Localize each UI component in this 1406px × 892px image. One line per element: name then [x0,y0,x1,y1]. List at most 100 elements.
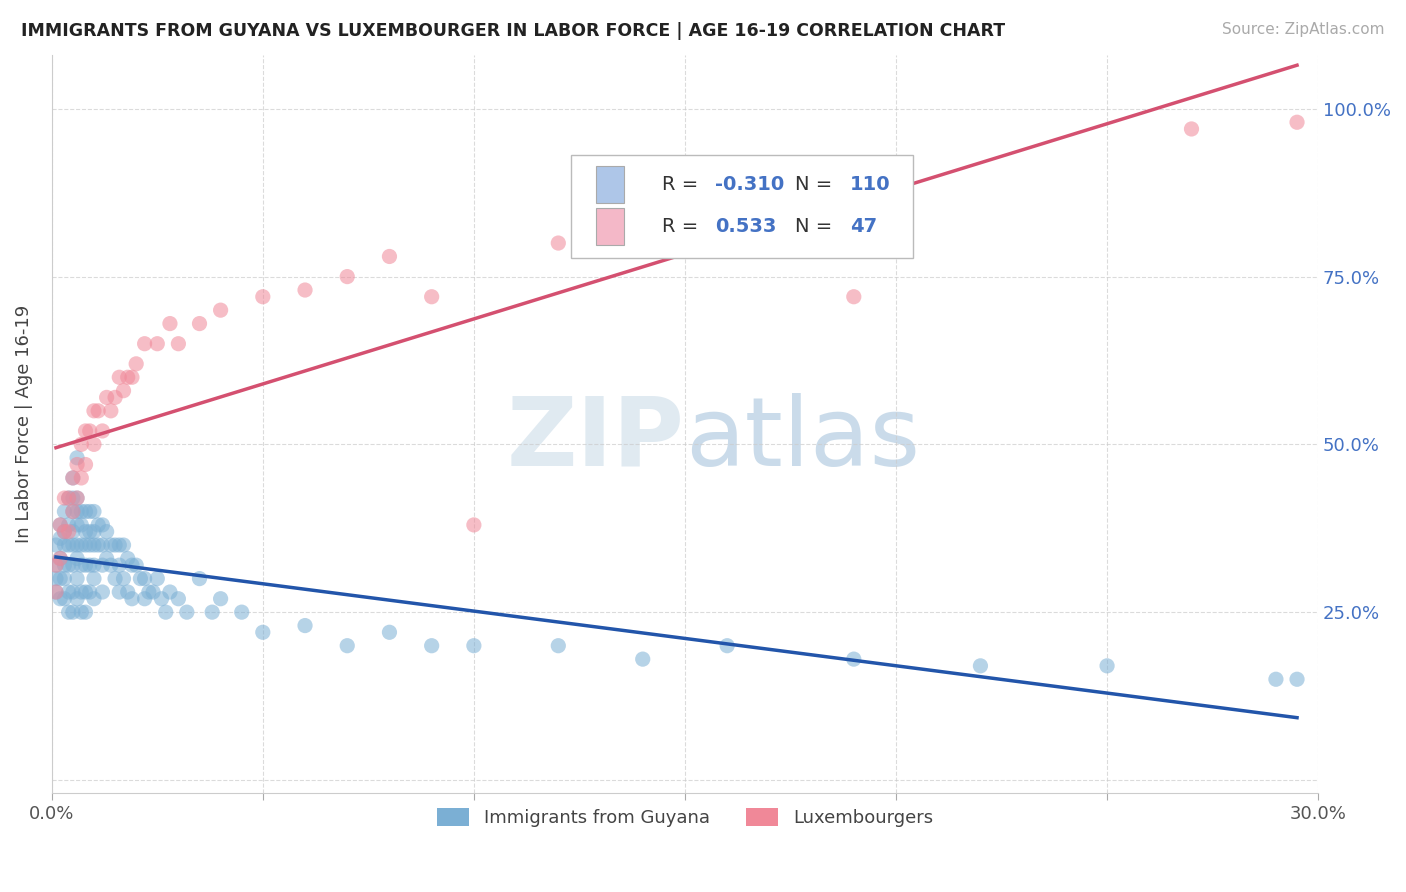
Point [547,235,569,250]
Point [75,504,97,518]
Point [45,538,67,552]
Point [134,591,156,606]
Point [66,491,89,505]
Text: Source: ZipAtlas.com: Source: ZipAtlas.com [1222,22,1385,37]
Point [146,572,169,586]
Point [79,504,101,518]
Point [49,572,72,586]
Point [336,639,359,653]
Bar [596,166,624,202]
Point [159,585,181,599]
Point [108,558,131,573]
Text: IMMIGRANTS FROM GUYANA VS LUXEMBOURGER IN LABOR FORCE | AGE 16-19 CORRELATION CH: IMMIGRANTS FROM GUYANA VS LUXEMBOURGER I… [21,22,1005,40]
Point [83,538,105,552]
Point [66,458,89,472]
Point [49,551,72,566]
Point [463,639,485,653]
Text: 0.533: 0.533 [716,217,776,235]
Text: N =: N = [796,175,838,194]
Point [209,303,232,318]
Y-axis label: In Labor Force | Age 16-19: In Labor Force | Age 16-19 [15,305,32,543]
Point [45,585,67,599]
Point [134,572,156,586]
Point [66,591,89,606]
Point [378,625,401,640]
Point [969,658,991,673]
Point [70,517,93,532]
Point [167,336,190,351]
Point [62,524,84,539]
Text: -0.310: -0.310 [716,175,785,194]
Point [75,558,97,573]
Point [53,558,76,573]
Text: atlas: atlas [685,392,920,485]
Point [70,437,93,451]
Point [252,290,274,304]
Point [83,437,105,451]
Point [108,538,131,552]
Point [121,370,143,384]
Point [1285,673,1308,687]
Point [58,517,80,532]
Point [112,384,135,398]
Point [150,591,173,606]
Point [79,585,101,599]
Point [96,391,118,405]
Point [188,572,211,586]
Point [100,558,122,573]
Point [104,538,127,552]
Point [631,652,654,666]
Point [75,424,97,438]
Point [79,558,101,573]
Point [62,504,84,518]
Point [91,424,114,438]
Point [1180,122,1202,136]
Point [117,585,139,599]
Point [129,572,152,586]
Point [176,605,198,619]
Point [58,605,80,619]
Point [112,572,135,586]
Text: R =: R = [662,217,704,235]
Point [62,471,84,485]
Point [155,605,177,619]
Point [201,605,224,619]
Point [70,605,93,619]
Point [252,625,274,640]
Point [188,317,211,331]
Point [58,524,80,539]
Text: 110: 110 [849,175,890,194]
Point [83,524,105,539]
Point [45,558,67,573]
Point [66,504,89,518]
Point [83,404,105,418]
Point [58,585,80,599]
Point [96,524,118,539]
Point [49,517,72,532]
Point [49,517,72,532]
Point [104,391,127,405]
Point [100,538,122,552]
Point [79,424,101,438]
Point [547,639,569,653]
Point [716,639,738,653]
Point [53,504,76,518]
Point [58,538,80,552]
Point [294,618,316,632]
Point [75,538,97,552]
Point [673,202,696,217]
Point [62,538,84,552]
Point [62,504,84,518]
Point [62,471,84,485]
Point [70,538,93,552]
Text: R =: R = [662,175,704,194]
Point [125,357,148,371]
Point [75,605,97,619]
Point [66,551,89,566]
Point [53,572,76,586]
Point [336,269,359,284]
Point [53,538,76,552]
Point [83,504,105,518]
Point [53,524,76,539]
Point [62,585,84,599]
